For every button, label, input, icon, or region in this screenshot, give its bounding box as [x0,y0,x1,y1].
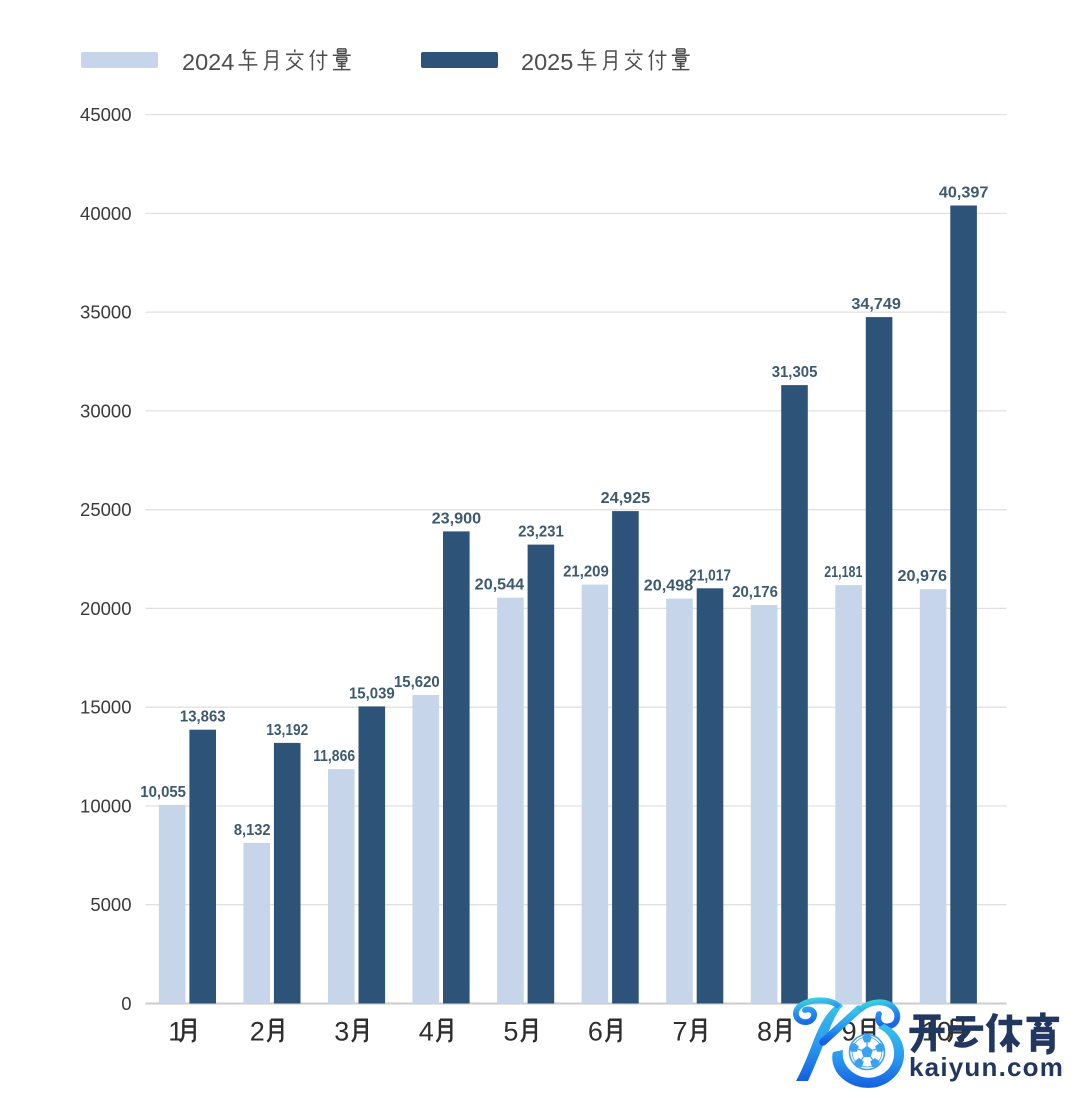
svg-text:13,192: 13,192 [266,722,308,739]
svg-text:4: 4 [419,1017,434,1047]
svg-text:10000: 10000 [80,796,131,817]
svg-text:2: 2 [250,1017,265,1047]
svg-text:2024: 2024 [182,49,234,75]
svg-text:20,176: 20,176 [732,584,778,601]
svg-text:8,132: 8,132 [234,822,271,839]
svg-text:40,397: 40,397 [939,185,989,202]
svg-text:5000: 5000 [90,894,131,915]
svg-text:30000: 30000 [80,400,131,421]
svg-text:23,231: 23,231 [518,524,564,541]
svg-text:20,544: 20,544 [475,577,525,594]
svg-text:0: 0 [121,993,131,1014]
svg-text:35000: 35000 [80,302,131,323]
svg-text:3: 3 [334,1017,349,1047]
svg-text:7: 7 [673,1017,688,1047]
svg-text:23,900: 23,900 [432,510,482,527]
svg-text:45000: 45000 [80,104,131,125]
svg-text:20000: 20000 [80,598,131,619]
svg-text:kaiyun.com: kaiyun.com [909,1052,1064,1082]
svg-text:15000: 15000 [80,697,131,718]
svg-text:25000: 25000 [80,499,131,520]
svg-text:2025: 2025 [521,49,573,75]
svg-text:31,305: 31,305 [772,364,818,381]
svg-text:24,925: 24,925 [601,490,651,507]
svg-text:21,209: 21,209 [563,564,609,581]
svg-text:34,749: 34,749 [851,296,901,313]
svg-text:11,866: 11,866 [313,748,355,765]
svg-text:6: 6 [588,1017,603,1047]
svg-text:21,017: 21,017 [689,567,731,584]
svg-text:13,863: 13,863 [180,709,226,726]
svg-text:20,976: 20,976 [898,568,948,585]
svg-text:10,055: 10,055 [140,784,186,801]
svg-text:15,039: 15,039 [349,685,395,702]
svg-text:21,181: 21,181 [824,564,862,581]
svg-text:20,498: 20,498 [644,578,694,595]
svg-text:1: 1 [168,1017,183,1047]
svg-text:40000: 40000 [80,203,131,224]
svg-text:5: 5 [503,1017,518,1047]
svg-text:8: 8 [757,1017,772,1047]
svg-text:15,620: 15,620 [394,674,440,691]
